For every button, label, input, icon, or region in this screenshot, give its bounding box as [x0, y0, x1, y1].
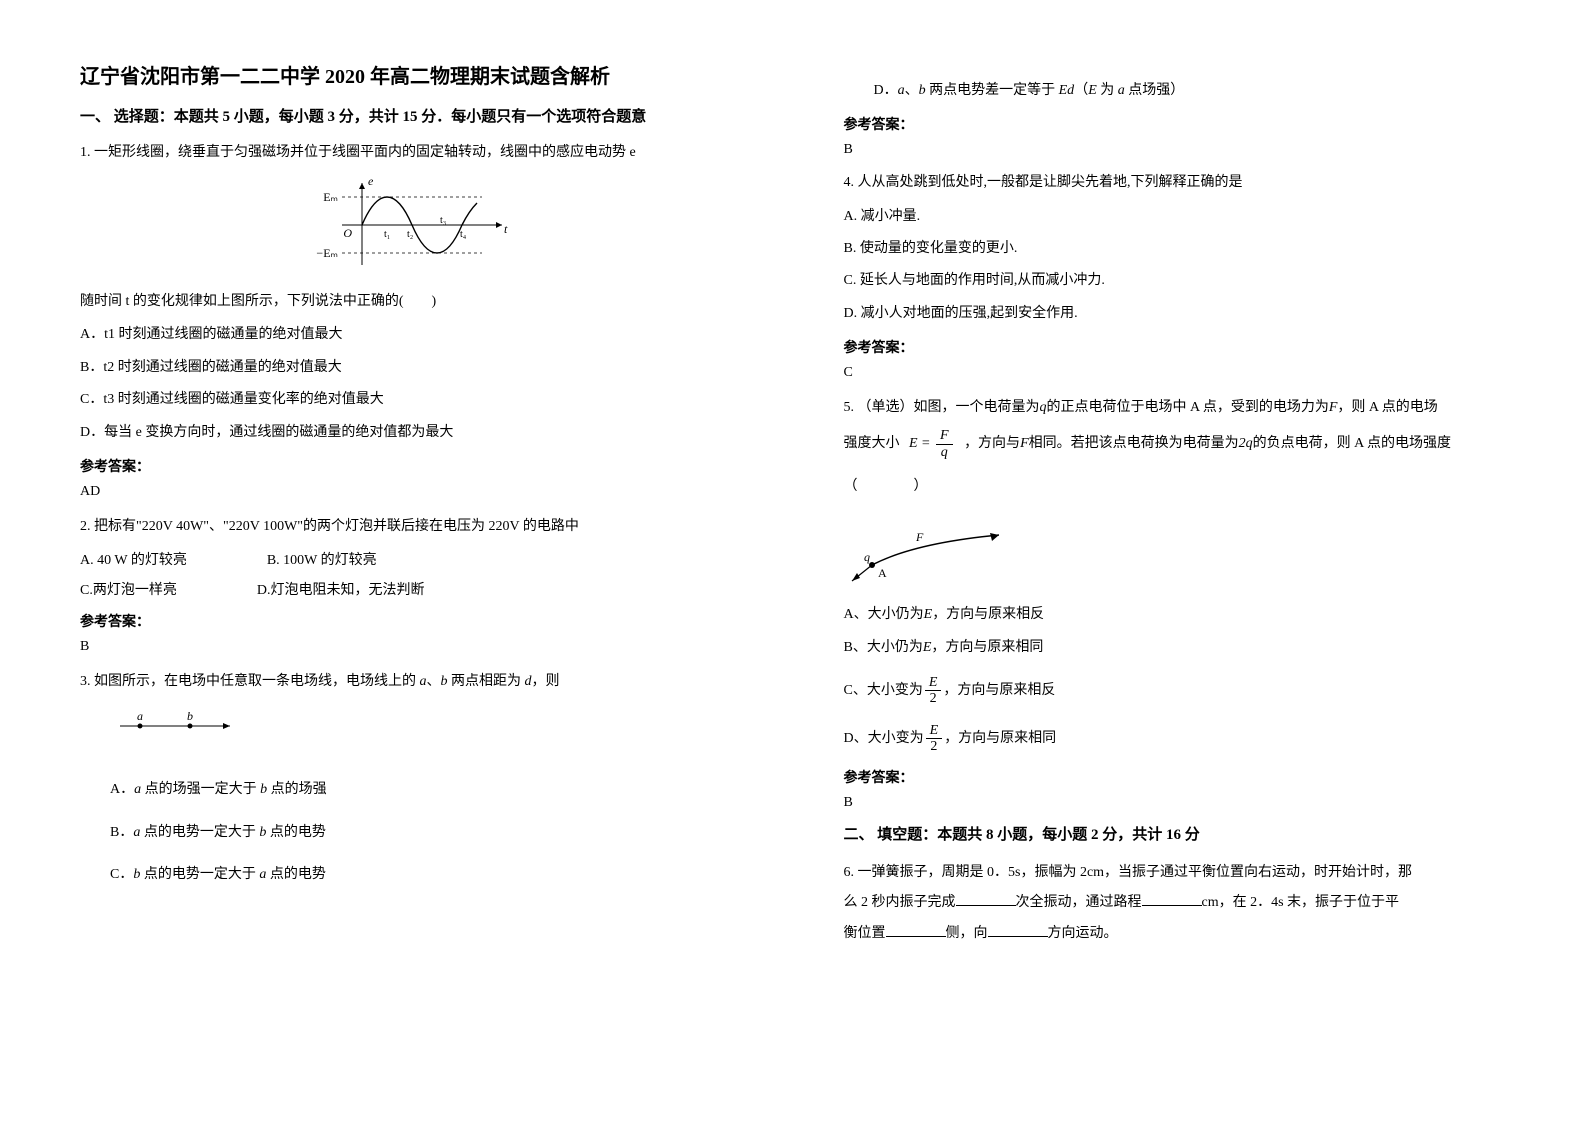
- q2-optB: B. 100W 的灯较亮: [267, 549, 377, 569]
- q5-optA: A、大小仍为E，方向与原来相反: [844, 604, 1508, 626]
- q5-optD: D、大小变为E2，方向与原来相同: [844, 723, 1508, 755]
- svg-text:t₂: t₂: [407, 229, 413, 240]
- q1-optC: C．t3 时刻通过线圈的磁通量变化率的绝对值最大: [80, 389, 744, 411]
- q3-optB: B．a 点的电势一定大于 b 点的电势: [110, 822, 744, 844]
- q1-optD: D．每当 e 变换方向时，通过线圈的磁通量的绝对值都为最大: [80, 422, 744, 444]
- q4-answer: C: [844, 365, 1508, 381]
- q1-answer-label: 参考答案：: [80, 456, 744, 476]
- q2-optA: A. 40 W 的灯较亮: [80, 549, 187, 569]
- left-column: 辽宁省沈阳市第一二二中学 2020 年高二物理期末试题含解析 一、 选择题：本题…: [0, 0, 794, 1122]
- page-title: 辽宁省沈阳市第一二二中学 2020 年高二物理期末试题含解析: [80, 60, 744, 89]
- svg-text:a: a: [137, 709, 143, 723]
- svg-text:F: F: [915, 530, 924, 544]
- q3-answer-label: 参考答案：: [844, 114, 1508, 134]
- q1-optA: A．t1 时刻通过线圈的磁通量的绝对值最大: [80, 324, 744, 346]
- q5-answer-label: 参考答案：: [844, 767, 1508, 787]
- q4-answer-label: 参考答案：: [844, 337, 1508, 357]
- right-column: D．a、b 两点电势差一定等于 Ed（E 为 a 点场强） 参考答案： B 4.…: [794, 0, 1587, 1122]
- q3-answer: B: [844, 142, 1508, 158]
- q2-answer-label: 参考答案：: [80, 611, 744, 631]
- q3-optC: C．b 点的电势一定大于 a 点的电势: [110, 864, 744, 886]
- svg-text:A: A: [878, 566, 887, 580]
- svg-text:e: e: [368, 175, 374, 188]
- q6-blank1: [956, 891, 1016, 906]
- q2-optD: D.灯泡电阻未知，无法判断: [257, 579, 425, 599]
- svg-text:t₃: t₃: [440, 215, 446, 226]
- svg-text:Eₘ: Eₘ: [323, 190, 338, 204]
- q1-answer: AD: [80, 484, 744, 500]
- q4-text: 4. 人从高处跳到低处时,一般都是让脚尖先着地,下列解释正确的是: [844, 170, 1508, 195]
- svg-text:t: t: [504, 222, 508, 236]
- q5-paren: （ ）: [844, 474, 1508, 499]
- svg-text:t₁: t₁: [384, 229, 390, 240]
- q5-answer: B: [844, 795, 1508, 811]
- section1-heading: 一、 选择题：本题共 5 小题，每小题 3 分，共计 15 分．每小题只有一个选…: [80, 105, 744, 126]
- q6-blank2: [1142, 891, 1202, 906]
- q5-text-line2: 强度大小 E = Fq ，方向与F相同。若把该点电荷换为电荷量为2q的负点电荷，…: [844, 428, 1508, 460]
- q5-optB: B、大小仍为E，方向与原来相同: [844, 637, 1508, 659]
- q1-optB: B．t2 时刻通过线圈的磁通量的绝对值最大: [80, 357, 744, 379]
- section2-heading: 二、 填空题：本题共 8 小题，每小题 2 分，共计 16 分: [844, 823, 1508, 844]
- q1-text: 1. 一矩形线圈，绕垂直于匀强磁场并位于线圈平面内的固定轴转动，线圈中的感应电动…: [80, 140, 744, 165]
- svg-text:b: b: [187, 709, 193, 723]
- q4-optA: A. 减小冲量.: [844, 206, 1508, 228]
- q1-text2: 随时间 t 的变化规律如上图所示，下列说法中正确的( ): [80, 289, 744, 314]
- q5-graph: q A F: [844, 513, 1014, 588]
- q6-blank4: [988, 922, 1048, 937]
- q2-optC: C.两灯泡一样亮: [80, 579, 177, 599]
- svg-text:−Eₘ: −Eₘ: [316, 246, 338, 260]
- q2-row2: C.两灯泡一样亮 D.灯泡电阻未知，无法判断: [80, 579, 744, 599]
- q4-optC: C. 延长人与地面的作用时间,从而减小冲力.: [844, 270, 1508, 292]
- q3-graph: a b: [110, 708, 250, 743]
- svg-text:t₄: t₄: [460, 229, 467, 240]
- q2-row1: A. 40 W 的灯较亮 B. 100W 的灯较亮: [80, 549, 744, 569]
- q4-optB: B. 使动量的变化量变的更小.: [844, 238, 1508, 260]
- q6-blank3: [886, 922, 946, 937]
- q3-text: 3. 如图所示，在电场中任意取一条电场线，电场线上的 a、b 两点相距为 d，则: [80, 669, 744, 694]
- svg-text:q: q: [864, 550, 870, 564]
- q2-text: 2. 把标有"220V 40W"、"220V 100W"的两个灯泡并联后接在电压…: [80, 514, 744, 539]
- q5-text-line1: 5. （单选）如图，一个电荷量为q的正点电荷位于电场中 A 点，受到的电场力为F…: [844, 395, 1508, 420]
- q3-optA: A．a 点的场强一定大于 b 点的场强: [110, 779, 744, 801]
- q1-graph: Eₘ −Eₘ O e t t₁ t₂ t₃ t₄: [80, 175, 744, 275]
- svg-text:O: O: [343, 226, 352, 240]
- q4-optD: D. 减小人对地面的压强,起到安全作用.: [844, 303, 1508, 325]
- q6-text: 6. 一弹簧振子，周期是 0．5s，振幅为 2cm，当振子通过平衡位置向右运动，…: [844, 858, 1508, 950]
- q2-answer: B: [80, 639, 744, 655]
- q3-optD: D．a、b 两点电势差一定等于 Ed（E 为 a 点场强）: [874, 80, 1508, 102]
- q5-optC: C、大小变为E2，方向与原来相反: [844, 675, 1508, 707]
